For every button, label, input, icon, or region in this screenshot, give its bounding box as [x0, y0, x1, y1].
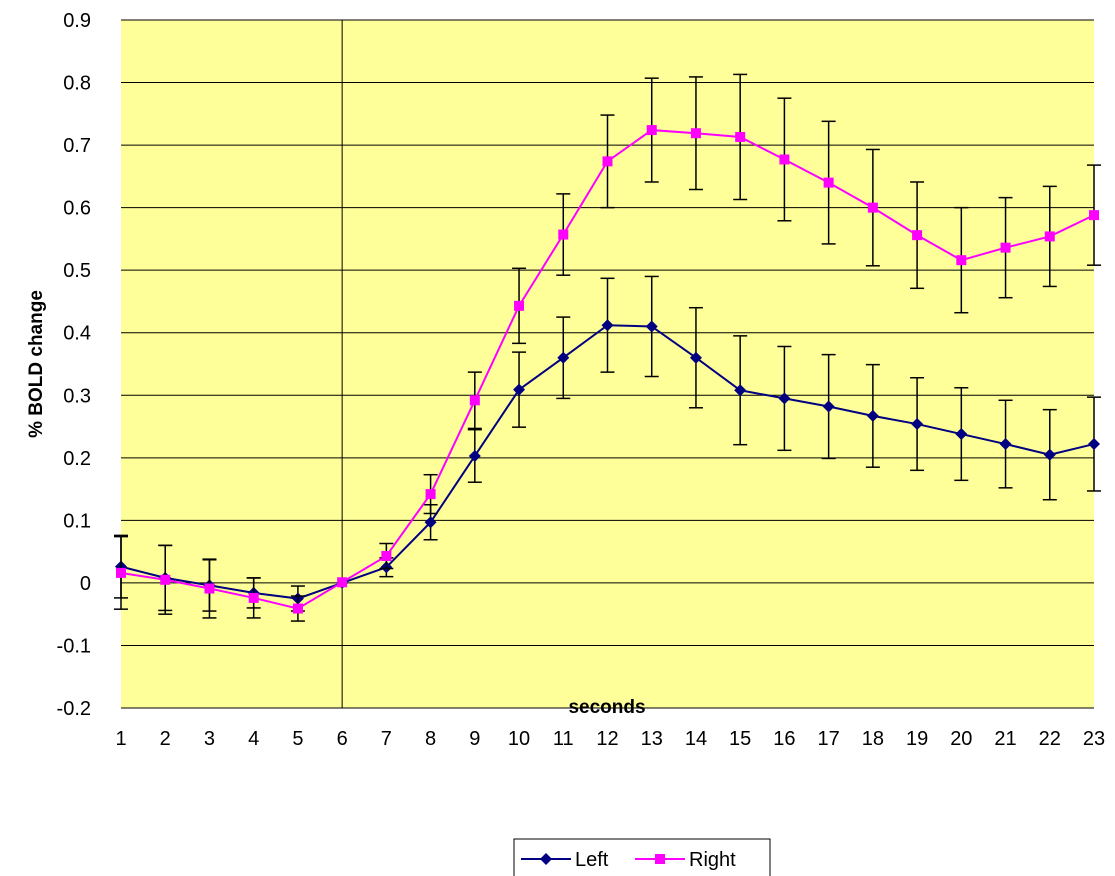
- y-tick-label: 0.3: [63, 385, 91, 407]
- data-point: [1088, 438, 1100, 451]
- data-point: [116, 567, 126, 578]
- x-tick-label: 16: [773, 728, 795, 750]
- data-point: [1043, 448, 1056, 461]
- x-tick-label: 4: [248, 728, 259, 750]
- legend-label-right: Right: [689, 849, 736, 871]
- legend-box: [513, 838, 771, 876]
- data-point: [955, 428, 968, 441]
- legend-marker-right: [655, 854, 665, 864]
- data-point: [292, 603, 303, 614]
- x-tick-label: 22: [1039, 728, 1061, 750]
- data-point: [778, 392, 791, 405]
- y-axis-tick-labels: -0.2 -0.1 0 0.1 0.2 0.3 0.4 0.5 0.6 0.7 0.8 0.9: [57, 10, 91, 720]
- y-tick-label: -0.2: [57, 698, 91, 720]
- data-point: [645, 320, 658, 333]
- data-point: [1089, 210, 1099, 221]
- data-point: [601, 319, 614, 332]
- data-point: [514, 300, 525, 311]
- x-tick-label: 9: [469, 728, 480, 750]
- x-tick-label: 8: [425, 728, 436, 750]
- y-axis-title: % BOLD change: [26, 290, 47, 438]
- y-tick-label: 0.7: [63, 135, 91, 157]
- data-point: [557, 351, 570, 364]
- x-tick-label: 5: [292, 728, 303, 750]
- data-point: [690, 128, 701, 139]
- x-tick-label: 13: [641, 728, 663, 750]
- data-point: [602, 156, 613, 167]
- x-tick-label: 11: [553, 728, 574, 750]
- x-tick-label: 2: [160, 728, 171, 750]
- x-tick-label: 23: [1083, 728, 1105, 750]
- x-tick-label: 14: [685, 728, 707, 750]
- y-tick-label: 0: [80, 573, 91, 595]
- data-point: [469, 395, 480, 406]
- data-point: [337, 577, 348, 588]
- y-tick-label: -0.1: [57, 635, 91, 657]
- y-tick-label: 0.1: [63, 510, 91, 532]
- y-tick-label: 0.5: [63, 260, 91, 282]
- x-axis-title: seconds: [568, 697, 645, 718]
- data-point: [248, 592, 259, 603]
- data-point: [999, 438, 1012, 451]
- x-axis-tick-labels: 1 2 3 4 5 6 7 8 9 10 11 12 13 14 15 16 17 18 19 20 21 22 23: [115, 728, 1105, 750]
- data-point: [381, 551, 392, 562]
- x-tick-label: 15: [729, 728, 751, 750]
- data-point: [689, 351, 702, 364]
- data-point: [912, 230, 923, 241]
- data-point: [735, 131, 746, 142]
- data-point: [513, 383, 526, 396]
- data-point: [956, 255, 967, 266]
- data-point: [204, 583, 215, 594]
- data-point: [468, 449, 481, 462]
- data-point: [822, 400, 835, 413]
- legend-marker-left: [540, 853, 552, 865]
- y-tick-label: 0.6: [63, 198, 91, 220]
- legend-label-left: Left: [575, 849, 609, 871]
- x-tick-label: 21: [994, 728, 1016, 750]
- data-point: [1044, 231, 1055, 242]
- x-tick-label: 18: [862, 728, 884, 750]
- data-point: [779, 154, 790, 165]
- x-tick-label: 1: [115, 728, 126, 750]
- y-tick-label: 0.2: [63, 448, 91, 470]
- series-right: [114, 73, 1101, 622]
- data-point: [823, 177, 834, 188]
- y-tick-label: 0.9: [63, 10, 91, 32]
- x-tick-label: 6: [337, 728, 348, 750]
- y-tick-label: 0.4: [63, 323, 91, 345]
- data-point: [425, 489, 436, 500]
- x-tick-label: 20: [950, 728, 972, 750]
- data-point: [867, 202, 878, 213]
- x-tick-label: 12: [596, 728, 618, 750]
- data-point: [424, 516, 437, 529]
- data-point: [646, 125, 657, 136]
- legend: Left Right: [513, 838, 771, 876]
- x-tick-label: 7: [381, 728, 392, 750]
- data-point: [866, 409, 879, 422]
- data-point: [160, 574, 171, 585]
- y-tick-label: 0.8: [63, 73, 91, 95]
- x-tick-label: 17: [818, 728, 840, 750]
- data-point: [558, 229, 569, 240]
- x-tick-label: 10: [508, 728, 530, 750]
- series-layer: [114, 73, 1101, 622]
- x-tick-label: 19: [906, 728, 928, 750]
- data-point: [734, 384, 747, 397]
- data-point: [1000, 242, 1011, 253]
- x-tick-label: 3: [204, 728, 215, 750]
- data-point: [911, 418, 924, 431]
